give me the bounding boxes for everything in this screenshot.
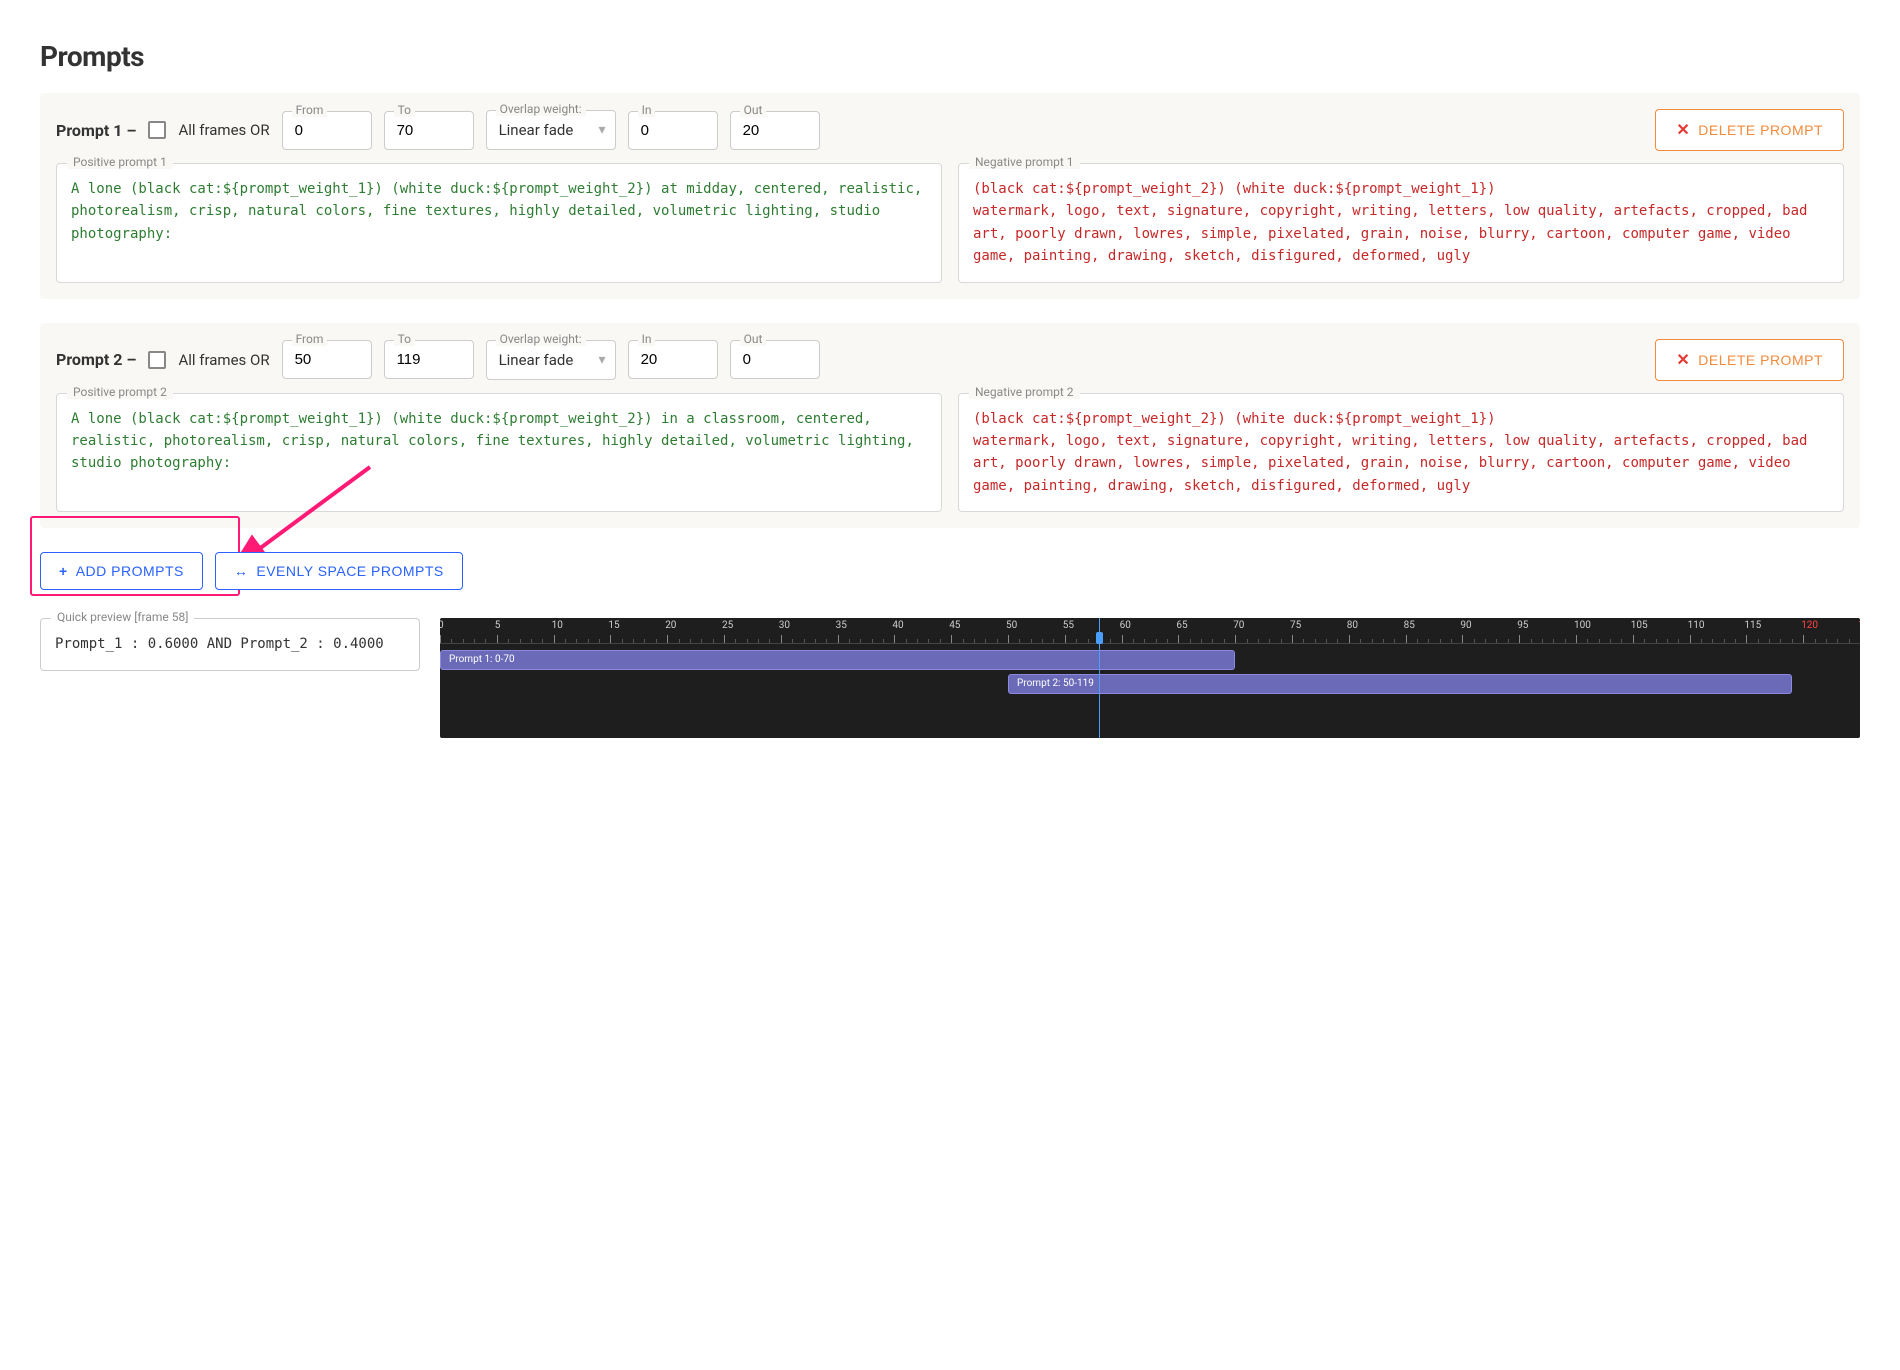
out-label: Out	[740, 332, 767, 346]
add-prompts-label: ADD PROMPTS	[76, 563, 184, 579]
playhead-handle-icon	[1096, 632, 1103, 644]
quick-preview-box: Quick preview [frame 58] Prompt_1 : 0.60…	[40, 618, 420, 670]
ruler-tick-label: 120	[1801, 620, 1818, 631]
in-label: In	[638, 332, 656, 346]
overlap-select[interactable]: Linear fade	[486, 110, 616, 150]
negative-label: Negative prompt 2	[969, 385, 1080, 399]
quick-preview-text: Prompt_1 : 0.6000 AND Prompt_2 : 0.4000	[55, 633, 405, 655]
ruler-tick-label: 60	[1120, 620, 1131, 631]
ruler-tick-label: 25	[722, 620, 733, 631]
all-frames-checkbox[interactable]	[148, 351, 166, 369]
ruler-tick-label: 20	[665, 620, 676, 631]
prompt-card: Prompt 1 – All frames OR From To Overlap…	[40, 93, 1860, 299]
ruler-tick-label: 115	[1744, 620, 1761, 631]
close-icon: ✕	[1676, 120, 1690, 140]
overlap-label: Overlap weight:	[496, 332, 586, 346]
ruler-tick-label: 40	[892, 620, 903, 631]
prompt-title: Prompt 2 –	[56, 350, 136, 369]
quick-preview-label: Quick preview [frame 58]	[51, 610, 194, 624]
to-label: To	[394, 332, 415, 346]
ruler-tick-label: 75	[1290, 620, 1301, 631]
timeline-bar[interactable]: Prompt 1: 0-70	[440, 650, 1235, 670]
ruler-tick-label: 45	[949, 620, 960, 631]
ruler-tick-label: 65	[1176, 620, 1187, 631]
in-label: In	[638, 103, 656, 117]
ruler-tick-label: 15	[608, 620, 619, 631]
from-label: From	[292, 103, 328, 117]
negative-text: (black cat:${prompt_weight_2}) (white du…	[973, 408, 1829, 498]
delete-prompt-button[interactable]: ✕ DELETE PROMPT	[1655, 339, 1844, 381]
to-label: To	[394, 103, 415, 117]
prompt-title: Prompt 1 –	[56, 121, 136, 140]
ruler-tick-label: 0	[440, 620, 444, 631]
add-prompts-button[interactable]: + ADD PROMPTS	[40, 552, 203, 590]
positive-text: A lone (black cat:${prompt_weight_1}) (w…	[71, 408, 927, 475]
ruler-tick-label: 85	[1404, 620, 1415, 631]
overlap-select[interactable]: Linear fade	[486, 340, 616, 380]
close-icon: ✕	[1676, 350, 1690, 370]
ruler-tick-label: 105	[1631, 620, 1648, 631]
ruler-tick-label: 50	[1006, 620, 1017, 631]
overlap-label: Overlap weight:	[496, 102, 586, 116]
negative-label: Negative prompt 1	[969, 155, 1080, 169]
arrows-horizontal-icon: ↔	[234, 563, 249, 579]
evenly-space-label: EVENLY SPACE PROMPTS	[256, 563, 443, 579]
positive-text: A lone (black cat:${prompt_weight_1}) (w…	[71, 178, 927, 245]
delete-prompt-button[interactable]: ✕ DELETE PROMPT	[1655, 109, 1844, 151]
ruler-tick-label: 5	[495, 620, 501, 631]
positive-prompt-box[interactable]: Positive prompt 1 A lone (black cat:${pr…	[56, 163, 942, 283]
out-label: Out	[740, 103, 767, 117]
negative-prompt-box[interactable]: Negative prompt 1 (black cat:${prompt_we…	[958, 163, 1844, 283]
ruler-tick-label: 55	[1063, 620, 1074, 631]
all-frames-label: All frames OR	[178, 121, 269, 139]
ruler-tick-label: 70	[1233, 620, 1244, 631]
all-frames-checkbox[interactable]	[148, 121, 166, 139]
timeline-ruler: 0 5 10 15 20 25 30 35 40 45 50 55 60 65 70 75 80 85 90 95 10…	[440, 618, 1860, 644]
ruler-tick-label: 100	[1574, 620, 1591, 631]
evenly-space-button[interactable]: ↔ EVENLY SPACE PROMPTS	[215, 552, 463, 590]
page-title: Prompts	[40, 40, 1860, 73]
positive-prompt-box[interactable]: Positive prompt 2 A lone (black cat:${pr…	[56, 393, 942, 513]
ruler-tick-label: 125	[1858, 620, 1860, 631]
delete-label: DELETE PROMPT	[1698, 122, 1823, 138]
ruler-tick-label: 95	[1517, 620, 1528, 631]
ruler-tick-label: 90	[1460, 620, 1471, 631]
timeline-playhead[interactable]	[1099, 618, 1100, 738]
all-frames-label: All frames OR	[178, 351, 269, 369]
prompt-card: Prompt 2 – All frames OR From To Overlap…	[40, 323, 1860, 529]
ruler-tick-label: 30	[779, 620, 790, 631]
ruler-tick-label: 110	[1688, 620, 1705, 631]
ruler-tick-label: 35	[836, 620, 847, 631]
timeline-tracks: Prompt 1: 0-70Prompt 2: 50-119	[440, 644, 1860, 650]
negative-prompt-box[interactable]: Negative prompt 2 (black cat:${prompt_we…	[958, 393, 1844, 513]
plus-icon: +	[59, 563, 68, 579]
ruler-tick-label: 80	[1347, 620, 1358, 631]
positive-label: Positive prompt 1	[67, 155, 173, 169]
delete-label: DELETE PROMPT	[1698, 352, 1823, 368]
timeline[interactable]: 0 5 10 15 20 25 30 35 40 45 50 55 60 65 70 75 80 85 90 95 10…	[440, 618, 1860, 738]
positive-label: Positive prompt 2	[67, 385, 173, 399]
from-label: From	[292, 332, 328, 346]
negative-text: (black cat:${prompt_weight_2}) (white du…	[973, 178, 1829, 268]
ruler-tick-label: 10	[552, 620, 563, 631]
timeline-bar[interactable]: Prompt 2: 50-119	[1008, 674, 1792, 694]
